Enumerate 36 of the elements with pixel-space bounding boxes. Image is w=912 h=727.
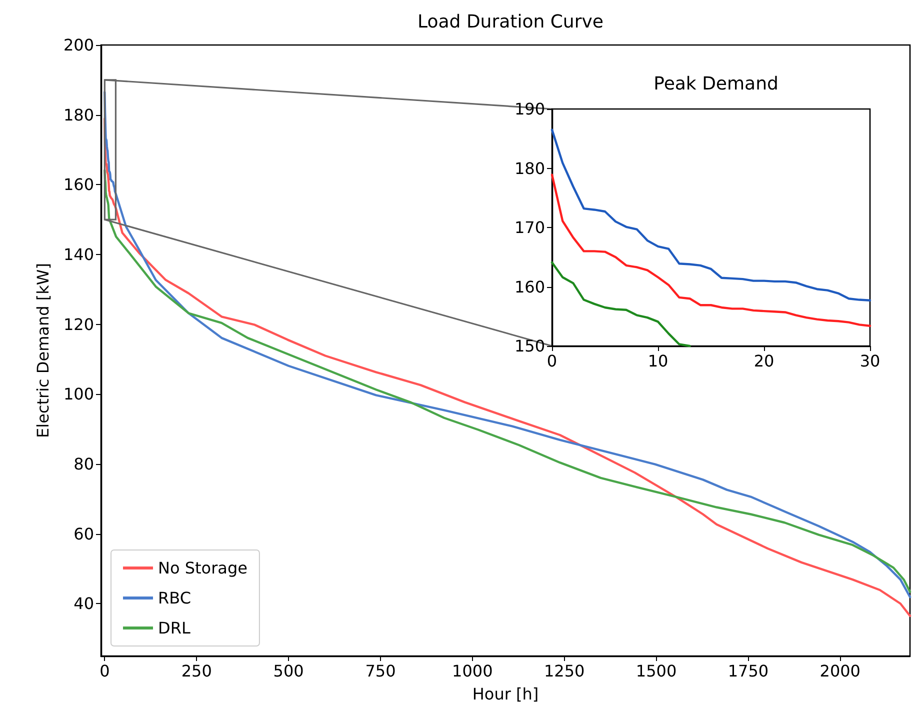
y-tick-label: 160	[63, 175, 94, 194]
x-tick-label: 0	[546, 352, 558, 370]
chart-title: Load Duration Curve	[418, 12, 604, 32]
x-tick-label: 500	[273, 662, 304, 680]
legend-label: No Storage	[158, 558, 248, 578]
y-tick-label: 170	[514, 218, 545, 237]
line-series	[550, 261, 691, 348]
x-tick-label: 10	[648, 352, 668, 370]
y-tick-label: 200	[63, 36, 94, 54]
y-tick-label: 120	[63, 314, 94, 334]
y-tick-label: 80	[74, 454, 94, 474]
line-series	[550, 128, 872, 302]
y-tick-label: 60	[74, 524, 94, 544]
line-series	[550, 174, 872, 327]
x-tick-label: 750	[365, 662, 396, 680]
x-axis-title: Hour [h]	[472, 684, 539, 704]
x-tick-label: 2000	[820, 662, 860, 680]
x-tick-label: 1250	[544, 662, 585, 680]
x-tick-label: 20	[754, 352, 774, 370]
y-axis-title: Electric Demand [kW]	[34, 263, 52, 438]
x-tick-label: 1750	[728, 662, 769, 680]
x-tick-label: 1500	[636, 662, 677, 680]
y-tick-label: 160	[514, 277, 545, 296]
x-tick-label: 250	[181, 662, 212, 680]
legend-label: DRL	[158, 618, 190, 638]
y-tick-label: 180	[514, 158, 545, 178]
y-tick-label: 180	[63, 105, 94, 124]
legend-label: RBC	[158, 588, 191, 608]
x-tick-label: 1000	[452, 662, 493, 680]
x-tick-label: 30	[860, 352, 880, 370]
x-tick-label: 0	[100, 662, 110, 680]
y-tick-label: 40	[74, 594, 94, 614]
y-tick-label: 100	[63, 384, 94, 404]
chart-title: Peak Demand	[654, 74, 778, 94]
y-tick-label: 150	[514, 336, 545, 356]
y-tick-label: 140	[63, 244, 94, 264]
